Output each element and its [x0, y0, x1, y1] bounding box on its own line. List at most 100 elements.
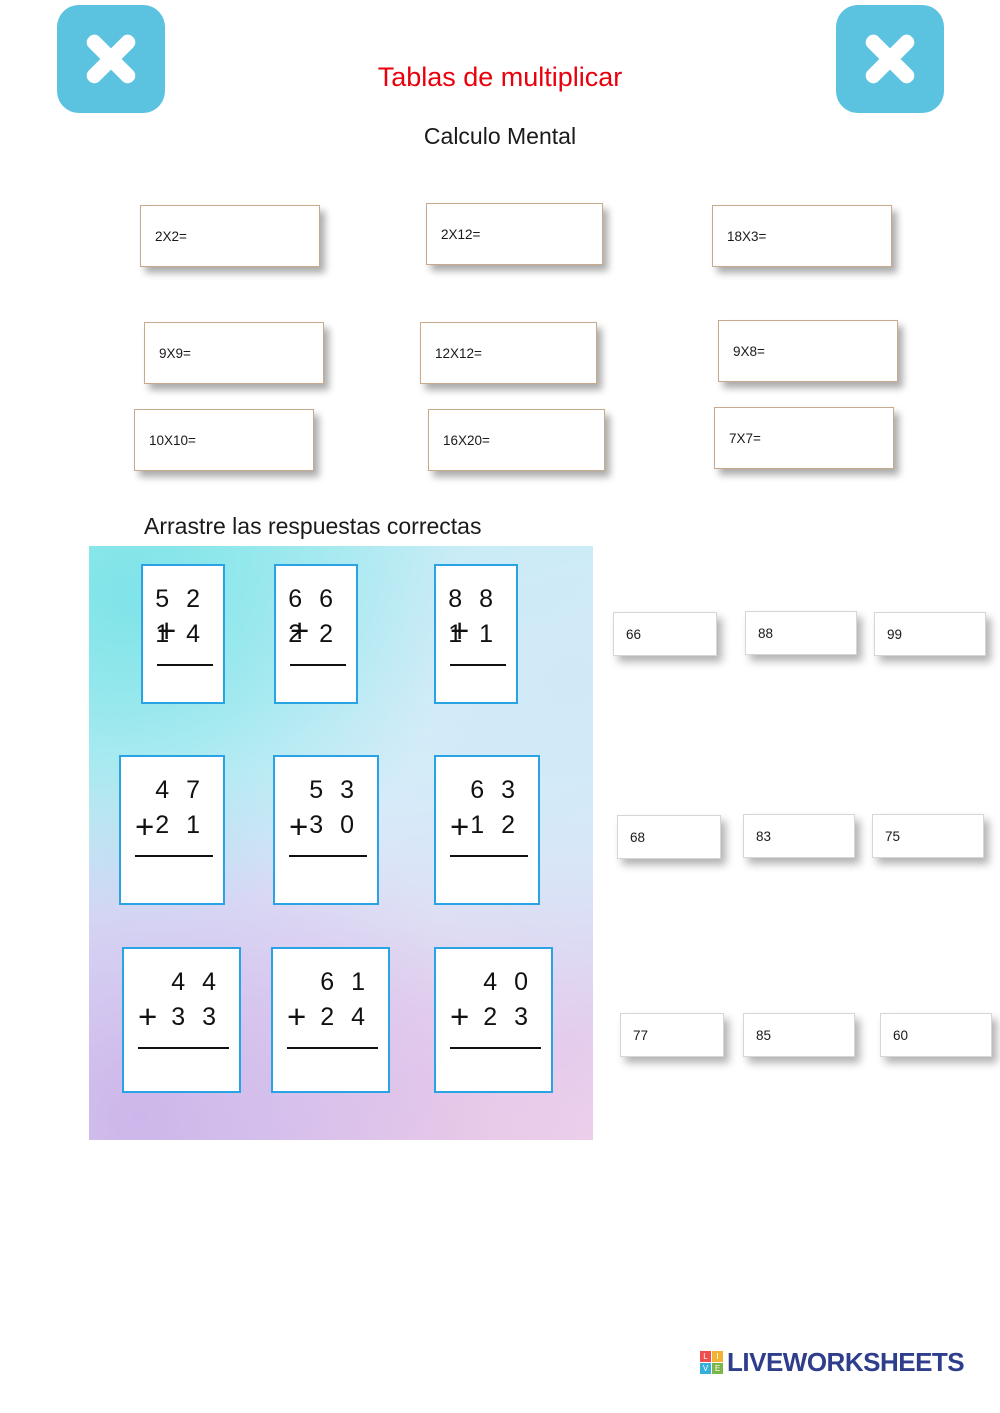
sum-top-6: 6 3 [470, 776, 520, 804]
multiplication-label-8: 16X20= [443, 432, 490, 448]
sum-top-5: 5 3 [309, 776, 359, 804]
sum-digits-3: 8 8 1 1 [448, 582, 498, 652]
sum-card-5: + 5 3 3 0 [273, 755, 379, 905]
sum-card-4: + 4 7 2 1 [119, 755, 225, 905]
sum-bottom-7: 3 3 [171, 1003, 221, 1031]
logo-letter-i: I [712, 1351, 723, 1362]
sum-digits-4: 4 7 2 1 [155, 773, 205, 843]
multiplication-label-5: 12X12= [435, 345, 482, 361]
plus-operator: + [157, 611, 177, 649]
answer-chip-label: 77 [633, 1027, 649, 1043]
plus-operator: + [287, 997, 307, 1035]
sum-rule [290, 664, 346, 666]
answer-chip-label: 66 [626, 626, 642, 642]
sum-card-8: + 6 1 2 4 [271, 947, 390, 1093]
close-button-left[interactable] [57, 5, 165, 113]
multiplication-label-7: 10X10= [149, 432, 196, 448]
plus-operator: + [135, 807, 155, 845]
answer-chip-label: 68 [630, 829, 646, 845]
page-title: Tablas de multiplicar [377, 62, 623, 92]
sum-digits-7: 4 4 3 3 [171, 965, 221, 1035]
multiplication-input-4[interactable]: 9X9= [144, 322, 324, 384]
sum-bottom-3: 1 1 [448, 620, 498, 648]
multiplication-label-6: 9X8= [733, 343, 765, 359]
answer-chip-88[interactable]: 88 [745, 611, 857, 655]
logo-letter-v: V [700, 1363, 711, 1374]
sum-top-1: 5 2 [155, 585, 205, 613]
multiplication-input-6[interactable]: 9X8= [718, 320, 898, 382]
sum-bottom-1: 1 4 [155, 620, 205, 648]
sum-bottom-9: 2 3 [483, 1003, 533, 1031]
multiplication-input-8[interactable]: 16X20= [428, 409, 605, 471]
sum-top-8: 6 1 [320, 968, 370, 996]
sum-rule [289, 855, 367, 857]
sum-top-9: 4 0 [483, 968, 533, 996]
sum-card-3: + 8 8 1 1 [434, 564, 518, 704]
answer-chip-label: 60 [893, 1027, 909, 1043]
multiplication-input-9[interactable]: 7X7= [714, 407, 894, 469]
multiplication-input-7[interactable]: 10X10= [134, 409, 314, 471]
plus-operator: + [450, 997, 470, 1035]
sum-digits-1: 5 2 1 4 [155, 582, 205, 652]
answer-chip-66[interactable]: 66 [613, 612, 717, 656]
liveworksheets-icon: L I V E [700, 1351, 723, 1374]
multiplication-input-2[interactable]: 2X12= [426, 203, 603, 265]
plus-operator: + [290, 611, 310, 649]
multiplication-label-4: 9X9= [159, 345, 191, 361]
sum-bottom-6: 1 2 [470, 811, 520, 839]
sum-rule [450, 855, 528, 857]
answer-chip-60[interactable]: 60 [880, 1013, 992, 1057]
drag-instruction: Arrastre las respuestas correctas [144, 513, 482, 539]
multiplication-input-5[interactable]: 12X12= [420, 322, 597, 384]
plus-operator: + [450, 611, 470, 649]
sum-bottom-2: 2 2 [288, 620, 338, 648]
sum-top-4: 4 7 [155, 776, 205, 804]
sum-rule [138, 1047, 229, 1049]
sum-rule [135, 855, 213, 857]
sum-card-6: + 6 3 1 2 [434, 755, 540, 905]
answer-chip-label: 83 [756, 828, 772, 844]
sum-top-7: 4 4 [171, 968, 221, 996]
answer-chip-77[interactable]: 77 [620, 1013, 724, 1057]
page-subtitle: Calculo Mental [423, 123, 577, 149]
sum-card-7: + 4 4 3 3 [122, 947, 241, 1093]
answer-chip-75[interactable]: 75 [872, 814, 984, 858]
logo-letter-l: L [700, 1351, 711, 1362]
sum-card-1: + 5 2 1 4 [141, 564, 225, 704]
sum-top-2: 6 6 [288, 585, 338, 613]
plus-operator: + [450, 807, 470, 845]
liveworksheets-logo[interactable]: L I V E LIVEWORKSHEETS [700, 1347, 965, 1378]
sum-digits-5: 5 3 3 0 [309, 773, 359, 843]
sum-bottom-8: 2 4 [320, 1003, 370, 1031]
sum-rule [450, 1047, 541, 1049]
sum-card-9: + 4 0 2 3 [434, 947, 553, 1093]
answer-chip-label: 88 [758, 625, 774, 641]
multiplication-input-1[interactable]: 2X2= [140, 205, 320, 267]
logo-letter-e: E [712, 1363, 723, 1374]
answer-chip-85[interactable]: 85 [743, 1013, 855, 1057]
sum-bottom-4: 2 1 [155, 811, 205, 839]
answer-chip-83[interactable]: 83 [743, 814, 855, 858]
sum-top-3: 8 8 [448, 585, 498, 613]
multiplication-label-9: 7X7= [729, 430, 761, 446]
sum-digits-2: 6 6 2 2 [288, 582, 338, 652]
answer-chip-99[interactable]: 99 [874, 612, 986, 656]
sum-rule [450, 664, 506, 666]
multiplication-label-3: 18X3= [727, 228, 767, 244]
sum-digits-9: 4 0 2 3 [483, 965, 533, 1035]
multiplication-input-3[interactable]: 18X3= [712, 205, 892, 267]
sum-card-2: + 6 6 2 2 [274, 564, 358, 704]
multiplication-label-1: 2X2= [155, 228, 187, 244]
answer-chip-label: 99 [887, 626, 903, 642]
close-button-right[interactable] [836, 5, 944, 113]
answer-chip-label: 85 [756, 1027, 772, 1043]
sum-bottom-5: 3 0 [309, 811, 359, 839]
sum-digits-6: 6 3 1 2 [470, 773, 520, 843]
sum-digits-8: 6 1 2 4 [320, 965, 370, 1035]
multiplication-label-2: 2X12= [441, 226, 481, 242]
sums-panel: + 5 2 1 4 + 6 6 2 2 + 8 8 1 1 [89, 546, 593, 1140]
sum-rule [287, 1047, 378, 1049]
liveworksheets-brand-text: LIVEWORKSHEETS [727, 1347, 965, 1377]
answer-chip-68[interactable]: 68 [617, 815, 721, 859]
plus-operator: + [138, 997, 158, 1035]
